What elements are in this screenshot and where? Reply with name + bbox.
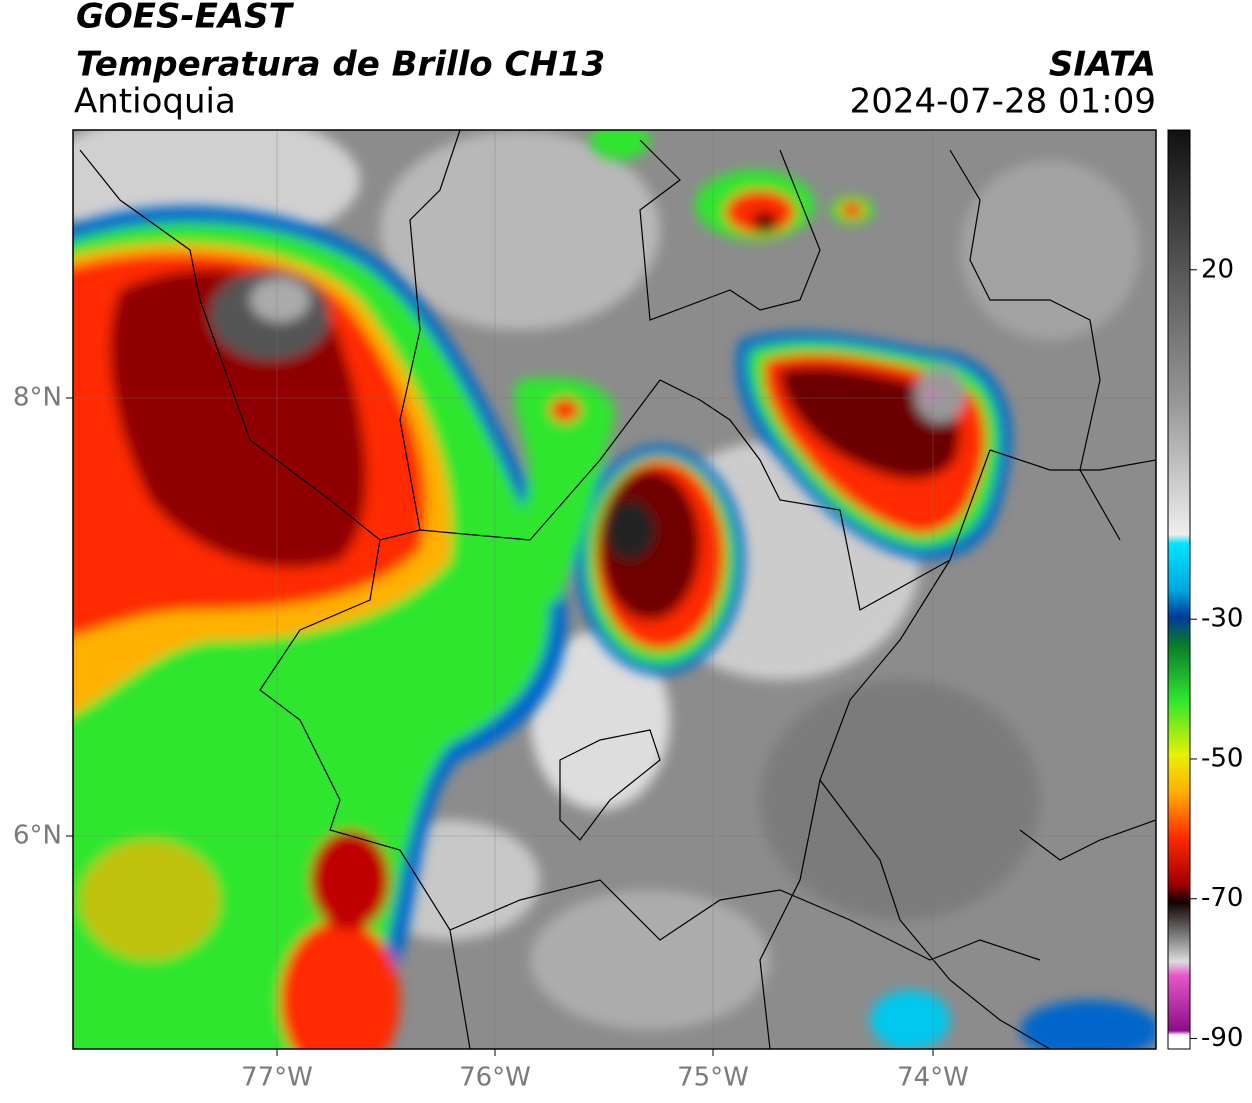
- timestamp: 2024-07-28 01:09: [850, 82, 1156, 122]
- subtitle: Temperatura de Brillo CH13: [76, 45, 605, 85]
- colorbar-tick-label: 20: [1201, 254, 1234, 284]
- title: GOES-EAST: [76, 0, 295, 37]
- satellite-image: [73, 130, 1156, 1049]
- boundaries: [79, 130, 1156, 1049]
- lon-label: 75°W: [677, 1063, 749, 1093]
- region: Antioquia: [74, 82, 236, 122]
- lat-label: 6°N: [13, 821, 62, 851]
- colorbar: [1167, 129, 1191, 1050]
- colorbar-tick-label: -50: [1201, 743, 1243, 773]
- lon-label: 74°W: [897, 1063, 969, 1093]
- lon-label: 77°W: [241, 1063, 313, 1093]
- lat-label: 8°N: [13, 383, 62, 413]
- lon-label: 76°W: [459, 1063, 531, 1093]
- colorbar-tick-label: -30: [1201, 604, 1243, 634]
- colorbar-tick-label: -90: [1201, 1023, 1243, 1053]
- map-frame: [72, 129, 1157, 1050]
- source: SIATA: [1049, 45, 1156, 85]
- colorbar-tick-label: -70: [1201, 883, 1243, 913]
